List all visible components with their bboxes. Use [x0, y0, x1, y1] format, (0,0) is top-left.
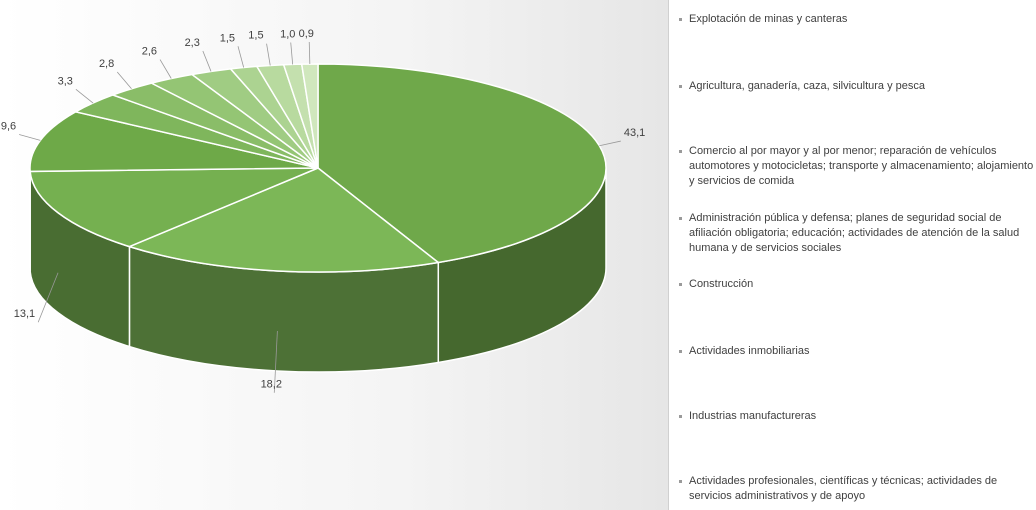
legend-item: Agricultura, ganadería, caza, silvicultu… [679, 79, 1034, 94]
leader-line [116, 71, 132, 90]
slice [300, 63, 319, 169]
leader-line [75, 88, 94, 104]
legend-item: Comercio al por mayor y al por menor; re… [679, 144, 1034, 189]
data-label: 1,5 [220, 32, 235, 44]
legend-item: Industrias manufactureras [679, 409, 1034, 424]
slice [29, 111, 319, 272]
data-label: 2,8 [99, 58, 114, 70]
slice-top [29, 111, 319, 173]
slice-top [127, 167, 441, 273]
leader-line [273, 330, 278, 393]
legend-item: Actividades inmobiliarias [679, 344, 1034, 359]
slice-top [317, 63, 607, 264]
legend-item: Actividades profesionales, científicas y… [679, 474, 1034, 504]
leader-line [266, 43, 271, 66]
leader-line [290, 42, 294, 65]
leader-line [202, 50, 212, 72]
leader-line [37, 272, 59, 323]
leader-line [19, 134, 41, 141]
data-label: 9,6 [1, 121, 16, 133]
leader-line [599, 140, 621, 147]
slice-top [300, 63, 319, 169]
legend-item: Construcción [679, 277, 1034, 292]
data-label: 1,0 [280, 28, 295, 40]
data-label: 0,9 [299, 28, 314, 40]
slice-top [29, 167, 319, 248]
data-label: 2,6 [142, 46, 157, 58]
leader-line [159, 59, 172, 79]
data-label: 18,2 [261, 379, 282, 391]
legend-item: Administración pública y defensa; planes… [679, 211, 1034, 256]
legend: Explotación de minas y canteras Agricultu… [668, 0, 1036, 510]
data-label: 13,1 [14, 308, 35, 320]
slice [29, 167, 319, 348]
chart: 43,1 18,2 13,1 9,6 3,3 2,8 2,6 2,3 1,5 1,5 1,0 0,9 [1, 28, 645, 393]
legend-item: Explotación de minas y canteras [679, 12, 1034, 27]
data-label: 1,5 [248, 30, 263, 42]
data-label: 2,3 [185, 37, 200, 49]
leader-line [237, 46, 245, 68]
data-label: 3,3 [58, 75, 73, 87]
leader-line [308, 42, 311, 65]
data-label: 43,1 [624, 127, 645, 139]
slice [127, 167, 441, 373]
